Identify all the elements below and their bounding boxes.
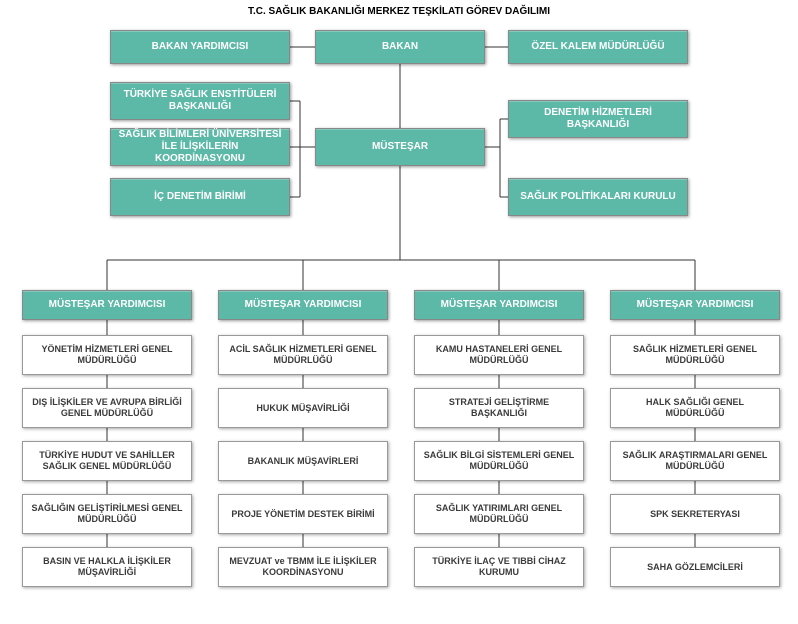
box-c3r3: SAĞLIK BİLGİ SİSTEMLERİ GENEL MÜDÜRLÜĞÜ [414,441,584,481]
box-c2r4: PROJE YÖNETİM DESTEK BİRİMİ [218,494,388,534]
box-c3r1: KAMU HASTANELERİ GENEL MÜDÜRLÜĞÜ [414,335,584,375]
box-mustesar: MÜSTEŞAR [315,128,485,166]
box-c1r1: YÖNETİM HİZMETLERİ GENEL MÜDÜRLÜĞÜ [22,335,192,375]
box-bakan-yardimcisi: BAKAN YARDIMCISI [110,30,290,64]
box-c2r2: HUKUK MÜŞAVİRLİĞİ [218,388,388,428]
box-c2r3: BAKANLIK MÜŞAVİRLERİ [218,441,388,481]
box-denetim-hizmetleri: DENETİM HİZMETLERİ BAŞKANLIĞI [508,100,688,138]
box-c4r3: SAĞLIK ARAŞTIRMALARI GENEL MÜDÜRLÜĞÜ [610,441,780,481]
box-c4r2: HALK SAĞLIĞI GENEL MÜDÜRLÜĞÜ [610,388,780,428]
box-c2r1: ACİL SAĞLIK HİZMETLERİ GENEL MÜDÜRLÜĞÜ [218,335,388,375]
box-ozel-kalem: ÖZEL KALEM MÜDÜRLÜĞÜ [508,30,688,64]
org-chart: T.C. SAĞLIK BAKANLIĞI MERKEZ TEŞKİLATI G… [0,0,798,624]
box-c4r4: SPK SEKRETERYASI [610,494,780,534]
box-turkiye-saglik-enst: TÜRKİYE SAĞLIK ENSTİTÜLERİ BAŞKANLIĞI [110,82,290,120]
box-c1r3: TÜRKİYE HUDUT VE SAHİLLER SAĞLIK GENEL M… [22,441,192,481]
box-saglik-bilimleri-univ: SAĞLIK BİLİMLERİ ÜNİVERSİTESİ İLE İLİŞKİ… [110,128,290,166]
box-saglik-politikalari: SAĞLIK POLİTİKALARI KURULU [508,178,688,216]
box-c1r5: BASIN VE HALKLA İLİŞKİLER MÜŞAVİRLİĞİ [22,547,192,587]
box-my4: MÜSTEŞAR YARDIMCISI [610,290,780,320]
box-my1: MÜSTEŞAR YARDIMCISI [22,290,192,320]
box-my3: MÜSTEŞAR YARDIMCISI [414,290,584,320]
box-c1r4: SAĞLIĞIN GELİŞTİRİLMESİ GENEL MÜDÜRLÜĞÜ [22,494,192,534]
box-c3r5: TÜRKİYE İLAÇ VE TIBBİ CİHAZ KURUMU [414,547,584,587]
box-c1r2: DIŞ İLİŞKİLER VE AVRUPA BİRLİĞİ GENEL MÜ… [22,388,192,428]
box-ic-denetim: İÇ DENETİM BİRİMİ [110,178,290,216]
box-c2r5: MEVZUAT ve TBMM İLE İLİŞKİLER KOORDİNASY… [218,547,388,587]
box-bakan: BAKAN [315,30,485,64]
box-c3r2: STRATEJİ GELİŞTİRME BAŞKANLIĞI [414,388,584,428]
box-my2: MÜSTEŞAR YARDIMCISI [218,290,388,320]
chart-title: T.C. SAĞLIK BAKANLIĞI MERKEZ TEŞKİLATI G… [0,6,798,17]
box-c3r4: SAĞLIK YATIRIMLARI GENEL MÜDÜRLÜĞÜ [414,494,584,534]
box-c4r5: SAHA GÖZLEMCİLERİ [610,547,780,587]
box-c4r1: SAĞLIK HİZMETLERİ GENEL MÜDÜRLÜĞÜ [610,335,780,375]
